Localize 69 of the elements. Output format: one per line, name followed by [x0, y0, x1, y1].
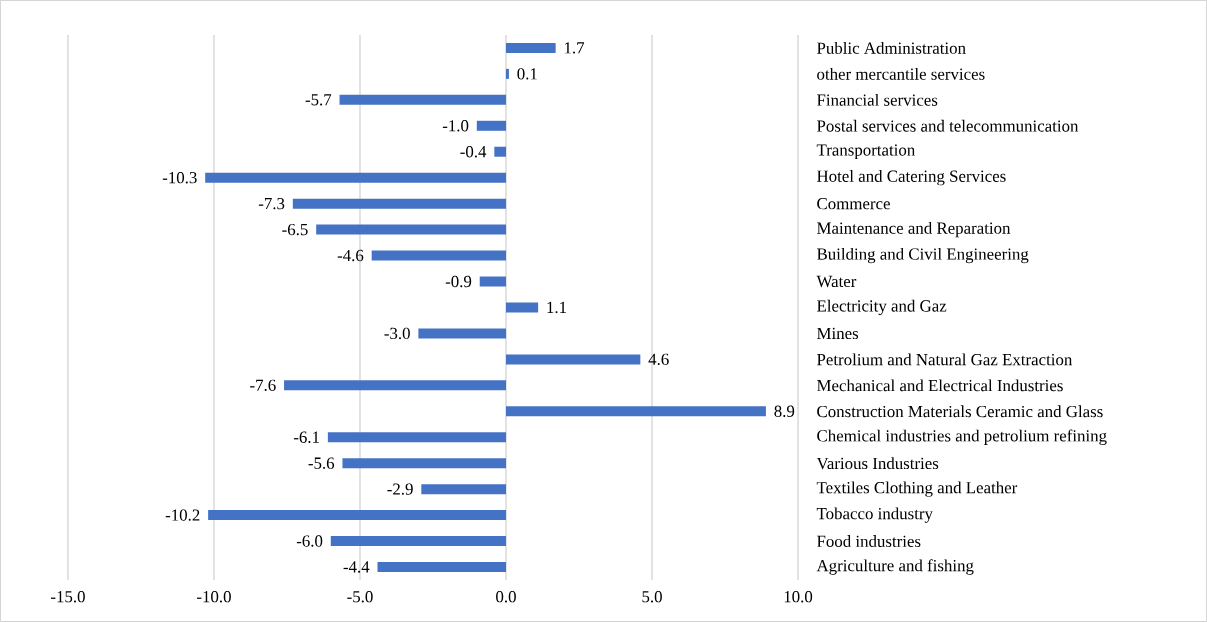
data-label: 1.7	[564, 42, 585, 54]
y-tick-label: Financial services	[817, 93, 938, 106]
bar	[506, 302, 539, 313]
y-tick-label: Maintenance and Reparation	[817, 221, 1011, 238]
bar	[476, 120, 506, 131]
data-label: -4.4	[343, 561, 370, 573]
bar	[205, 172, 506, 183]
y-tick-label: Construction Materials Ceramic and Glass	[817, 405, 1103, 418]
data-label: -6.1	[293, 431, 319, 443]
y-tick-label: Water	[816, 275, 857, 288]
bar	[506, 406, 766, 417]
bar	[371, 250, 506, 261]
y-tick-label: Chemical industries and petrolium refining	[817, 429, 1107, 446]
y-tick-label: Postal services and telecommunication	[817, 119, 1079, 132]
y-tick-label: Petrolium and Natural Gaz Extraction	[817, 353, 1073, 366]
y-tick-label: Agriculture and fishing	[816, 559, 974, 575]
data-label: -7.3	[258, 197, 285, 210]
y-tick-label: Public Administration	[817, 42, 966, 54]
data-label: -6.0	[296, 535, 323, 547]
bar	[377, 562, 506, 573]
y-tick-label: Mines	[817, 327, 859, 340]
data-label: -1.0	[442, 120, 469, 132]
bar	[208, 510, 506, 521]
bar	[506, 42, 556, 53]
bar	[479, 276, 506, 287]
x-tick-label: 5.0	[642, 591, 662, 603]
x-tick-label: -15.0	[51, 591, 85, 603]
bar	[342, 458, 506, 469]
y-tick-label: Tobacco industry	[816, 507, 933, 523]
y-tick-label: Textiles Clothing and Leather	[816, 481, 1018, 497]
y-tick-label: Building and Civil Engineering	[817, 247, 1029, 264]
bar	[418, 328, 506, 339]
y-tick-label: Mechanical and Electrical Industries	[817, 379, 1063, 392]
y-tick-label: Food industries	[817, 535, 921, 548]
data-label: 0.1	[517, 68, 537, 80]
bar	[330, 536, 506, 547]
x-tick-label: 10.0	[784, 591, 813, 603]
data-label: -6.5	[282, 223, 308, 236]
data-label: -7.6	[250, 379, 276, 392]
data-label: -10.2	[165, 509, 200, 521]
bar	[284, 380, 506, 391]
y-tick-label: Transportation	[816, 144, 916, 160]
bar	[292, 198, 506, 209]
y-tick-label: Various Industries	[816, 457, 939, 470]
y-tick-label: Commerce	[817, 198, 890, 210]
data-label: -0.4	[460, 146, 487, 158]
data-label: 4.6	[648, 353, 669, 366]
data-label: -2.9	[387, 483, 413, 495]
bar	[506, 354, 641, 365]
data-label: -3.0	[384, 327, 410, 340]
x-tick-label: 0.0	[496, 591, 516, 603]
bar	[421, 484, 506, 495]
bar	[316, 224, 506, 235]
y-tick-label: Electricity and Gaz	[817, 299, 947, 316]
bar	[339, 94, 506, 105]
data-label: 1.1	[547, 301, 567, 314]
data-label: -4.6	[337, 249, 364, 262]
data-label: -5.7	[305, 94, 332, 106]
y-tick-label: Hotel and Catering Services	[817, 170, 1006, 186]
y-tick-label: other mercantile services	[817, 67, 985, 80]
x-tick-label: -5.0	[347, 591, 373, 603]
bar	[506, 68, 509, 79]
data-label: -0.9	[445, 275, 472, 288]
data-label: 8.9	[774, 405, 795, 418]
x-tick-label: -10.0	[197, 591, 231, 603]
bar	[327, 432, 506, 443]
data-label: -10.3	[162, 172, 197, 184]
data-label: -5.6	[308, 457, 335, 469]
bar	[494, 146, 506, 157]
